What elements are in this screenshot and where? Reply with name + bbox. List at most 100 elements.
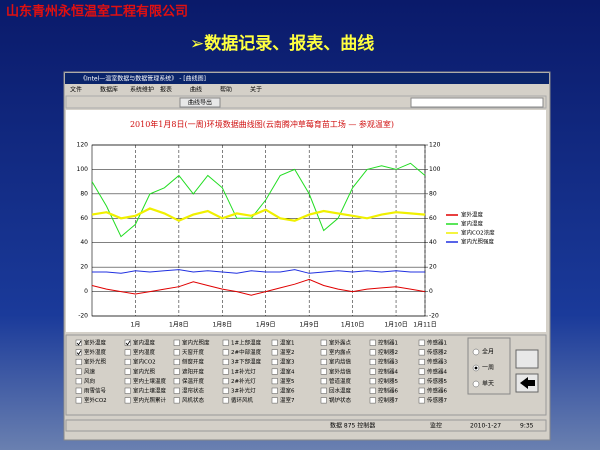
x-tick-label: 1月10日 <box>384 322 407 329</box>
checkbox[interactable] <box>222 378 229 385</box>
export-button[interactable] <box>179 97 221 108</box>
menu-item[interactable]: 帮助 <box>220 86 232 94</box>
checkbox[interactable] <box>320 368 327 375</box>
y-tick-label: 80 <box>80 190 88 197</box>
checkbox-label: 风向 <box>84 377 95 385</box>
checkbox[interactable] <box>320 349 327 356</box>
checkbox[interactable] <box>124 349 131 356</box>
checkbox[interactable] <box>369 339 376 346</box>
checkbox[interactable] <box>369 378 376 385</box>
checkbox[interactable] <box>124 378 131 385</box>
checkbox[interactable] <box>320 358 327 365</box>
checkbox[interactable] <box>369 387 376 394</box>
checkbox[interactable] <box>418 339 425 346</box>
series-line <box>91 278 426 296</box>
menu-item[interactable]: 文件 <box>70 86 82 94</box>
print-button[interactable] <box>515 349 539 369</box>
radio-dot <box>474 366 478 370</box>
x-tick-label: 1月 <box>131 322 141 329</box>
checkbox[interactable] <box>369 349 376 356</box>
checkbox-label: 控制器1 <box>378 339 398 347</box>
checkbox[interactable] <box>173 378 180 385</box>
checkbox[interactable] <box>222 397 229 404</box>
checkbox-label: 传感器1 <box>427 339 447 347</box>
y2-tick-label: 80 <box>429 190 437 197</box>
checkbox[interactable] <box>320 378 327 385</box>
checkbox-label: 2#补光灯 <box>231 377 256 385</box>
checkbox[interactable] <box>418 358 425 365</box>
y2-tick-label: 0 <box>429 288 433 295</box>
checkbox[interactable] <box>271 349 278 356</box>
y2-tick-label: 20 <box>429 264 437 271</box>
menu-item[interactable]: 数据库 <box>100 86 118 94</box>
checkbox[interactable] <box>271 368 278 375</box>
radio-label: 一周 <box>482 365 494 372</box>
checkbox[interactable] <box>173 368 180 375</box>
menu-item[interactable]: 关于 <box>250 86 262 94</box>
checkbox[interactable] <box>173 387 180 394</box>
status-bar <box>65 419 547 432</box>
radio[interactable] <box>472 380 480 388</box>
checkbox[interactable] <box>173 397 180 404</box>
checkbox[interactable] <box>320 387 327 394</box>
checkbox-label: 2#中部温度 <box>231 348 262 356</box>
checkbox[interactable] <box>271 358 278 365</box>
checkbox-label: 温室4 <box>280 367 295 375</box>
checkbox-label: 传感器6 <box>427 387 448 395</box>
checkbox[interactable] <box>222 339 229 346</box>
checkbox[interactable] <box>173 349 180 356</box>
checkbox[interactable] <box>173 339 180 346</box>
checkbox[interactable] <box>75 358 82 365</box>
menu-item[interactable]: 曲线 <box>190 86 202 94</box>
check <box>76 350 82 356</box>
checkbox[interactable] <box>75 339 82 346</box>
dropdown[interactable] <box>410 97 544 108</box>
checkbox[interactable] <box>124 387 131 394</box>
checkbox[interactable] <box>271 397 278 404</box>
checkbox-label: 雨雪信号 <box>84 387 107 395</box>
checkbox[interactable] <box>418 397 425 404</box>
checkbox[interactable] <box>222 349 229 356</box>
checkbox[interactable] <box>418 349 425 356</box>
checkbox[interactable] <box>173 358 180 365</box>
checkbox[interactable] <box>75 387 82 394</box>
checkbox[interactable] <box>124 339 131 346</box>
checkbox-label: 室外露点 <box>329 339 352 347</box>
checkbox[interactable] <box>222 358 229 365</box>
checkbox[interactable] <box>320 397 327 404</box>
checkbox[interactable] <box>418 387 425 394</box>
checkbox[interactable] <box>418 378 425 385</box>
checkbox[interactable] <box>75 378 82 385</box>
checkbox[interactable] <box>75 397 82 404</box>
checkbox-label: 室外湿度 <box>84 348 107 356</box>
checkbox-label: 温室1 <box>280 339 295 347</box>
check <box>76 340 82 346</box>
checkbox[interactable] <box>222 368 229 375</box>
checkbox-label: 室内土壤温度 <box>133 377 167 385</box>
checkbox[interactable] <box>418 368 425 375</box>
checkbox[interactable] <box>124 358 131 365</box>
checkbox-label: 天窗开度 <box>182 348 205 356</box>
checkbox-label: 侧窗开度 <box>182 358 205 366</box>
checkbox[interactable] <box>369 368 376 375</box>
window-title: 《Intel—温室数据与数据管理系统》 - [曲线图] <box>80 75 206 83</box>
checkbox[interactable] <box>75 368 82 375</box>
checkbox[interactable] <box>271 378 278 385</box>
legend-label: 室外温度 <box>461 211 484 219</box>
checkbox[interactable] <box>369 358 376 365</box>
checkbox[interactable] <box>124 368 131 375</box>
checkbox[interactable] <box>75 349 82 356</box>
y-tick-label: 20 <box>80 264 88 271</box>
checkbox[interactable] <box>222 387 229 394</box>
checkbox[interactable] <box>271 387 278 394</box>
radio[interactable] <box>472 348 480 356</box>
checkbox-label: 湿帘状态 <box>182 387 205 395</box>
checkbox[interactable] <box>124 397 131 404</box>
checkbox-label: 风机状态 <box>182 396 205 404</box>
radio-label: 全月 <box>482 348 494 356</box>
menu-item[interactable]: 系统维护 <box>130 86 154 94</box>
menu-item[interactable]: 报表 <box>160 86 172 94</box>
checkbox[interactable] <box>369 397 376 404</box>
checkbox[interactable] <box>320 339 327 346</box>
checkbox[interactable] <box>271 339 278 346</box>
